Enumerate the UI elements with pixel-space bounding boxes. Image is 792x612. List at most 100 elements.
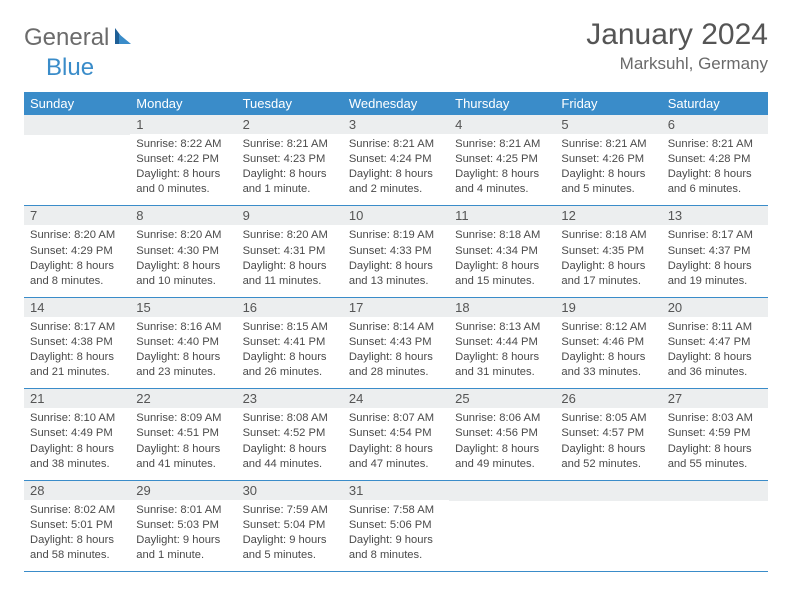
day-body: Sunrise: 7:58 AMSunset: 5:06 PMDaylight:… <box>343 500 449 571</box>
day-body: Sunrise: 8:22 AMSunset: 4:22 PMDaylight:… <box>130 134 236 205</box>
sunset-text: Sunset: 4:33 PM <box>349 244 443 259</box>
calendar-row: 1Sunrise: 8:22 AMSunset: 4:22 PMDaylight… <box>24 115 768 206</box>
day-body: Sunrise: 8:21 AMSunset: 4:24 PMDaylight:… <box>343 134 449 205</box>
calendar-cell: 26Sunrise: 8:05 AMSunset: 4:57 PMDayligh… <box>555 389 661 480</box>
day-body: Sunrise: 8:17 AMSunset: 4:37 PMDaylight:… <box>662 225 768 296</box>
day-number: 16 <box>237 298 343 317</box>
dayheader-sat: Saturday <box>662 92 768 115</box>
day-number: 23 <box>237 389 343 408</box>
calendar-cell: 7Sunrise: 8:20 AMSunset: 4:29 PMDaylight… <box>24 206 130 297</box>
day-body: Sunrise: 8:20 AMSunset: 4:31 PMDaylight:… <box>237 225 343 296</box>
calendar-table: Sunday Monday Tuesday Wednesday Thursday… <box>24 92 768 572</box>
day-body: Sunrise: 8:11 AMSunset: 4:47 PMDaylight:… <box>662 317 768 388</box>
brand-part1: General <box>24 24 109 52</box>
day-body: Sunrise: 7:59 AMSunset: 5:04 PMDaylight:… <box>237 500 343 571</box>
day-number: 25 <box>449 389 555 408</box>
calendar-cell: 27Sunrise: 8:03 AMSunset: 4:59 PMDayligh… <box>662 389 768 480</box>
day-number: 9 <box>237 206 343 225</box>
day-body: Sunrise: 8:21 AMSunset: 4:25 PMDaylight:… <box>449 134 555 205</box>
calendar-cell: 29Sunrise: 8:01 AMSunset: 5:03 PMDayligh… <box>130 480 236 571</box>
day-number: 14 <box>24 298 130 317</box>
location-label: Marksuhl, Germany <box>586 54 768 74</box>
calendar-row: 14Sunrise: 8:17 AMSunset: 4:38 PMDayligh… <box>24 297 768 388</box>
day-body: Sunrise: 8:20 AMSunset: 4:30 PMDaylight:… <box>130 225 236 296</box>
sunrise-text: Sunrise: 8:20 AM <box>136 228 230 243</box>
sunset-text: Sunset: 4:24 PM <box>349 152 443 167</box>
day-body <box>662 501 768 565</box>
dayheader-sun: Sunday <box>24 92 130 115</box>
sunset-text: Sunset: 4:47 PM <box>668 335 762 350</box>
sunrise-text: Sunrise: 8:06 AM <box>455 411 549 426</box>
daylight-text: Daylight: 8 hours and 44 minutes. <box>243 442 337 472</box>
day-number: 21 <box>24 389 130 408</box>
calendar-cell: 24Sunrise: 8:07 AMSunset: 4:54 PMDayligh… <box>343 389 449 480</box>
day-body: Sunrise: 8:21 AMSunset: 4:23 PMDaylight:… <box>237 134 343 205</box>
sunrise-text: Sunrise: 8:16 AM <box>136 320 230 335</box>
day-number: 15 <box>130 298 236 317</box>
daylight-text: Daylight: 8 hours and 36 minutes. <box>668 350 762 380</box>
daylight-text: Daylight: 8 hours and 15 minutes. <box>455 259 549 289</box>
sunset-text: Sunset: 4:57 PM <box>561 426 655 441</box>
sunset-text: Sunset: 4:38 PM <box>30 335 124 350</box>
sunrise-text: Sunrise: 8:13 AM <box>455 320 549 335</box>
day-number: 30 <box>237 481 343 500</box>
sunrise-text: Sunrise: 8:21 AM <box>349 137 443 152</box>
daylight-text: Daylight: 8 hours and 0 minutes. <box>136 167 230 197</box>
calendar-cell: 8Sunrise: 8:20 AMSunset: 4:30 PMDaylight… <box>130 206 236 297</box>
daylight-text: Daylight: 8 hours and 47 minutes. <box>349 442 443 472</box>
sunset-text: Sunset: 4:30 PM <box>136 244 230 259</box>
day-number: 26 <box>555 389 661 408</box>
calendar-cell: 11Sunrise: 8:18 AMSunset: 4:34 PMDayligh… <box>449 206 555 297</box>
daylight-text: Daylight: 8 hours and 5 minutes. <box>561 167 655 197</box>
day-number <box>24 115 130 135</box>
sunrise-text: Sunrise: 8:18 AM <box>561 228 655 243</box>
sunset-text: Sunset: 4:31 PM <box>243 244 337 259</box>
sunset-text: Sunset: 4:54 PM <box>349 426 443 441</box>
day-number <box>662 481 768 501</box>
sunset-text: Sunset: 4:40 PM <box>136 335 230 350</box>
sunrise-text: Sunrise: 7:59 AM <box>243 503 337 518</box>
day-body <box>555 501 661 565</box>
daylight-text: Daylight: 9 hours and 5 minutes. <box>243 533 337 563</box>
sunrise-text: Sunrise: 8:07 AM <box>349 411 443 426</box>
brand-logo: General <box>24 18 137 52</box>
calendar-page: General January 2024 Marksuhl, Germany B… <box>0 0 792 590</box>
dayheader-tue: Tuesday <box>237 92 343 115</box>
calendar-cell: 3Sunrise: 8:21 AMSunset: 4:24 PMDaylight… <box>343 115 449 206</box>
day-number: 2 <box>237 115 343 134</box>
day-body: Sunrise: 8:03 AMSunset: 4:59 PMDaylight:… <box>662 408 768 479</box>
daylight-text: Daylight: 8 hours and 17 minutes. <box>561 259 655 289</box>
daylight-text: Daylight: 8 hours and 23 minutes. <box>136 350 230 380</box>
day-body: Sunrise: 8:06 AMSunset: 4:56 PMDaylight:… <box>449 408 555 479</box>
sunset-text: Sunset: 4:56 PM <box>455 426 549 441</box>
sunrise-text: Sunrise: 8:22 AM <box>136 137 230 152</box>
sunrise-text: Sunrise: 8:12 AM <box>561 320 655 335</box>
day-number: 10 <box>343 206 449 225</box>
day-number: 6 <box>662 115 768 134</box>
sunset-text: Sunset: 5:04 PM <box>243 518 337 533</box>
day-body: Sunrise: 8:07 AMSunset: 4:54 PMDaylight:… <box>343 408 449 479</box>
month-title: January 2024 <box>586 18 768 52</box>
day-number: 11 <box>449 206 555 225</box>
daylight-text: Daylight: 8 hours and 26 minutes. <box>243 350 337 380</box>
day-body: Sunrise: 8:12 AMSunset: 4:46 PMDaylight:… <box>555 317 661 388</box>
daylight-text: Daylight: 8 hours and 21 minutes. <box>30 350 124 380</box>
calendar-cell <box>24 115 130 206</box>
calendar-cell: 25Sunrise: 8:06 AMSunset: 4:56 PMDayligh… <box>449 389 555 480</box>
calendar-cell: 12Sunrise: 8:18 AMSunset: 4:35 PMDayligh… <box>555 206 661 297</box>
sunset-text: Sunset: 5:01 PM <box>30 518 124 533</box>
day-number: 24 <box>343 389 449 408</box>
day-number: 7 <box>24 206 130 225</box>
daylight-text: Daylight: 8 hours and 58 minutes. <box>30 533 124 563</box>
day-body: Sunrise: 8:10 AMSunset: 4:49 PMDaylight:… <box>24 408 130 479</box>
sunset-text: Sunset: 5:03 PM <box>136 518 230 533</box>
daylight-text: Daylight: 9 hours and 8 minutes. <box>349 533 443 563</box>
calendar-cell: 14Sunrise: 8:17 AMSunset: 4:38 PMDayligh… <box>24 297 130 388</box>
sunset-text: Sunset: 4:22 PM <box>136 152 230 167</box>
daylight-text: Daylight: 8 hours and 55 minutes. <box>668 442 762 472</box>
calendar-cell: 5Sunrise: 8:21 AMSunset: 4:26 PMDaylight… <box>555 115 661 206</box>
sunset-text: Sunset: 4:28 PM <box>668 152 762 167</box>
calendar-cell: 18Sunrise: 8:13 AMSunset: 4:44 PMDayligh… <box>449 297 555 388</box>
daylight-text: Daylight: 8 hours and 2 minutes. <box>349 167 443 197</box>
calendar-cell: 21Sunrise: 8:10 AMSunset: 4:49 PMDayligh… <box>24 389 130 480</box>
